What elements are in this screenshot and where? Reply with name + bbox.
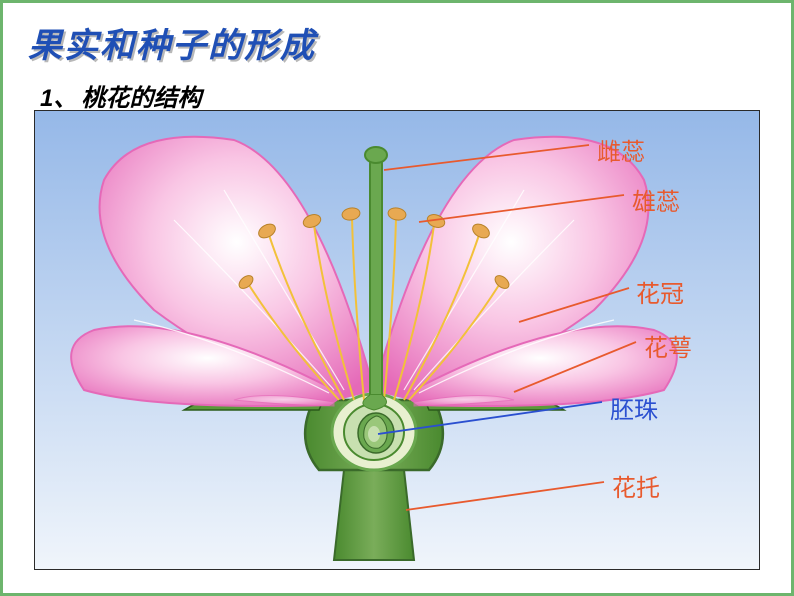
subtitle-num: 1、 <box>40 78 77 113</box>
label-receptacle: 花托 <box>612 468 660 503</box>
label-stamen: 雄蕊 <box>632 182 680 217</box>
label-calyx: 花萼 <box>644 328 692 363</box>
title-text: 果实和种子的形成 <box>28 27 316 65</box>
label-pistil: 雌蕊 <box>597 132 645 167</box>
subtitle-text: 桃花的结构 <box>81 78 201 113</box>
page-title: 果实和种子的形成 <box>28 18 316 67</box>
label-corolla: 花冠 <box>636 274 684 309</box>
diagram-container: 雌蕊雄蕊花冠花萼胚珠花托 <box>34 110 760 570</box>
subtitle: 1、 桃花的结构 <box>40 78 201 113</box>
label-ovule: 胚珠 <box>610 390 658 425</box>
